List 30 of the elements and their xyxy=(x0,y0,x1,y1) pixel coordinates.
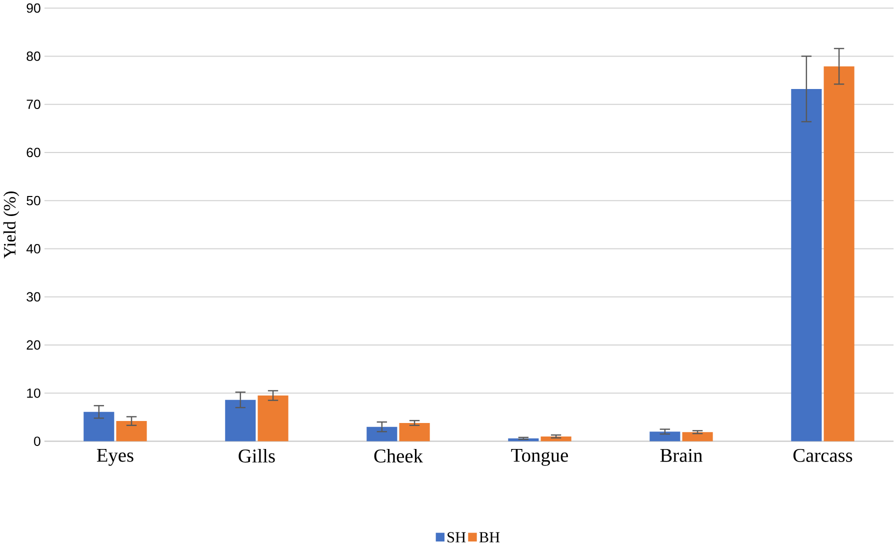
bar xyxy=(225,400,256,442)
bar xyxy=(682,432,713,442)
y-tick-label: 80 xyxy=(26,52,40,61)
x-tick-label: Gills xyxy=(238,449,275,463)
x-tick-label: Cheek xyxy=(374,449,423,463)
y-axis-title: Yield (%) xyxy=(3,192,20,258)
x-tick-label: Tongue xyxy=(511,448,568,466)
bar xyxy=(824,66,854,442)
y-tick-label: 70 xyxy=(26,100,40,110)
legend-label: BH xyxy=(479,532,500,542)
y-tick-label: 10 xyxy=(27,388,40,398)
bar xyxy=(258,396,288,442)
y-tick-label: 40 xyxy=(26,244,40,254)
bar xyxy=(650,432,680,442)
x-tick-label: Eyes xyxy=(96,448,134,466)
y-tick-label: 60 xyxy=(26,148,40,158)
y-tick-label: 90 xyxy=(26,3,40,13)
bar xyxy=(116,421,147,442)
y-tick-label: 50 xyxy=(26,196,40,206)
bar xyxy=(791,88,822,442)
legend-label: SH xyxy=(448,532,466,542)
y-tick-label: 0 xyxy=(34,436,40,446)
bar xyxy=(540,436,572,442)
bar xyxy=(399,423,430,442)
bar xyxy=(366,426,398,442)
bar xyxy=(84,412,114,442)
x-tick-label: Carcass xyxy=(793,448,852,462)
y-tick-label: 20 xyxy=(26,340,40,350)
x-tick-label: Brain xyxy=(660,448,702,462)
y-tick-label: 30 xyxy=(26,292,40,302)
